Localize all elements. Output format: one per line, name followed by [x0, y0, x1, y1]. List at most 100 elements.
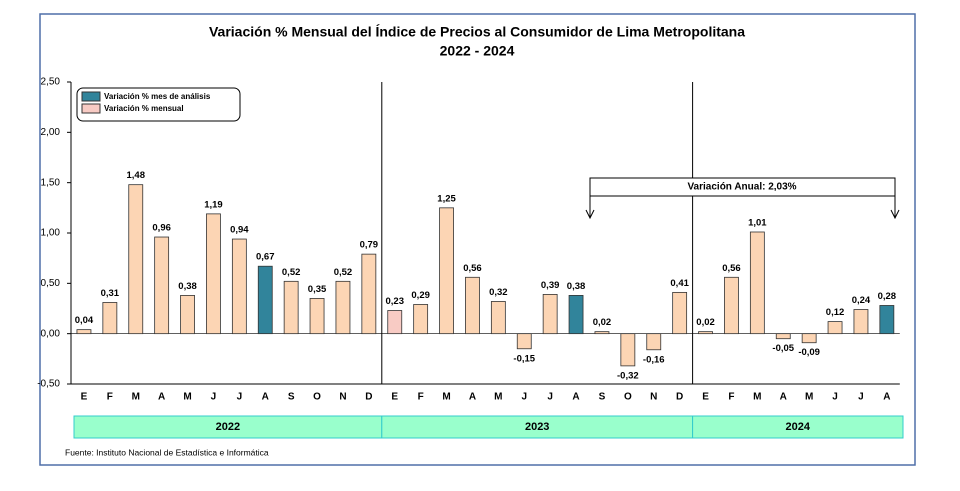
- x-tick-label: F: [107, 392, 113, 403]
- bar: [775, 333, 791, 340]
- bar: [154, 236, 170, 335]
- y-tick-label: 1,00: [41, 228, 61, 239]
- chart-title: Variación % Mensual del Índice de Precio…: [209, 24, 745, 40]
- value-label: 0,29: [411, 290, 430, 301]
- x-tick-label: D: [365, 392, 372, 403]
- x-tick-label: A: [572, 392, 579, 403]
- value-label: 0,35: [308, 284, 327, 295]
- bar: [361, 253, 377, 335]
- value-label: -0,09: [798, 347, 820, 358]
- value-label: -0,05: [772, 343, 794, 354]
- x-tick-label: J: [547, 392, 553, 403]
- value-label: 0,52: [282, 267, 301, 278]
- value-label: 1,25: [437, 193, 456, 204]
- x-tick-label: J: [521, 392, 527, 403]
- bar: [283, 280, 299, 335]
- value-label: 1,48: [127, 170, 146, 181]
- x-tick-label: M: [183, 392, 191, 403]
- x-tick-label: M: [805, 392, 813, 403]
- x-tick-label: S: [599, 392, 606, 403]
- x-tick-label: S: [288, 392, 295, 403]
- x-tick-label: J: [858, 392, 864, 403]
- source: Fuente: Instituto Nacional de Estadístic…: [65, 447, 269, 457]
- bar: [516, 333, 532, 350]
- bar: [76, 329, 92, 335]
- x-tick-label: M: [494, 392, 502, 403]
- bar: [387, 310, 403, 335]
- value-label: 0,39: [541, 280, 560, 291]
- y-tick-label: 0,00: [41, 328, 61, 339]
- x-tick-label: E: [702, 392, 709, 403]
- value-label: 0,23: [386, 296, 405, 307]
- legend-swatch: [81, 91, 101, 102]
- value-label: 0,32: [489, 287, 508, 298]
- x-tick-label: J: [832, 392, 838, 403]
- x-tick-label: N: [650, 392, 657, 403]
- x-tick-label: N: [339, 392, 346, 403]
- bar: [594, 331, 610, 335]
- x-tick-label: J: [211, 392, 217, 403]
- x-tick-label: A: [262, 392, 269, 403]
- bar: [231, 238, 247, 335]
- y-tick-label: 2,00: [41, 127, 61, 138]
- y-tick-label: -0,50: [37, 379, 60, 390]
- chart-subtitle: 2022 - 2024: [440, 43, 515, 59]
- bar: [413, 304, 429, 335]
- value-label: 0,02: [593, 317, 612, 328]
- bar: [620, 333, 636, 367]
- x-tick-label: F: [728, 392, 734, 403]
- annotation-arrowhead: [890, 209, 900, 220]
- bar: [257, 265, 273, 335]
- x-tick-label: A: [469, 392, 476, 403]
- value-label: 0,24: [852, 295, 871, 306]
- bar: [128, 184, 144, 335]
- bar: [102, 302, 118, 335]
- bar: [879, 305, 895, 335]
- x-tick-label: J: [237, 392, 243, 403]
- value-label: 0,96: [152, 223, 171, 234]
- bar: [309, 298, 325, 335]
- annotation-arrowhead: [585, 209, 595, 220]
- year-band: [692, 415, 904, 439]
- x-tick-label: O: [624, 392, 632, 403]
- x-tick-label: M: [442, 392, 450, 403]
- y-tick-label: 0,50: [41, 278, 61, 289]
- year-label: 2024: [786, 421, 811, 433]
- value-label: 0,56: [463, 263, 482, 274]
- annotation: Variación Anual: 2,03%: [687, 182, 796, 193]
- value-label: -0,15: [513, 353, 535, 364]
- x-tick-label: E: [391, 392, 398, 403]
- bar: [206, 213, 221, 335]
- value-label: -0,32: [617, 370, 639, 381]
- value-label: 0,38: [567, 281, 586, 292]
- legend-label: Variación % mes de análisis: [104, 92, 211, 101]
- value-label: 0,02: [696, 317, 715, 328]
- legend-box: [76, 87, 241, 122]
- year-label: 2022: [216, 421, 240, 433]
- bar: [439, 207, 454, 335]
- x-tick-label: M: [753, 392, 761, 403]
- value-label: 0,56: [722, 263, 741, 274]
- bar: [827, 321, 843, 335]
- bar: [465, 276, 480, 335]
- legend-swatch: [81, 103, 101, 114]
- bar: [698, 331, 713, 335]
- x-tick-label: A: [883, 392, 890, 403]
- x-tick-label: E: [81, 392, 88, 403]
- y-tick-label: 1,50: [41, 177, 61, 188]
- value-label: 1,01: [748, 218, 767, 229]
- year-label: 2023: [525, 421, 549, 433]
- bar: [853, 309, 869, 335]
- bar: [490, 301, 506, 335]
- value-label: 0,52: [334, 267, 353, 278]
- bar: [672, 291, 688, 335]
- value-label: 0,28: [878, 291, 897, 302]
- bar: [801, 333, 817, 344]
- x-tick-label: F: [418, 392, 424, 403]
- bar: [646, 333, 662, 351]
- value-label: 0,04: [75, 315, 94, 326]
- value-label: 0,12: [826, 307, 845, 318]
- bar: [568, 295, 584, 335]
- value-label: 0,79: [360, 240, 379, 251]
